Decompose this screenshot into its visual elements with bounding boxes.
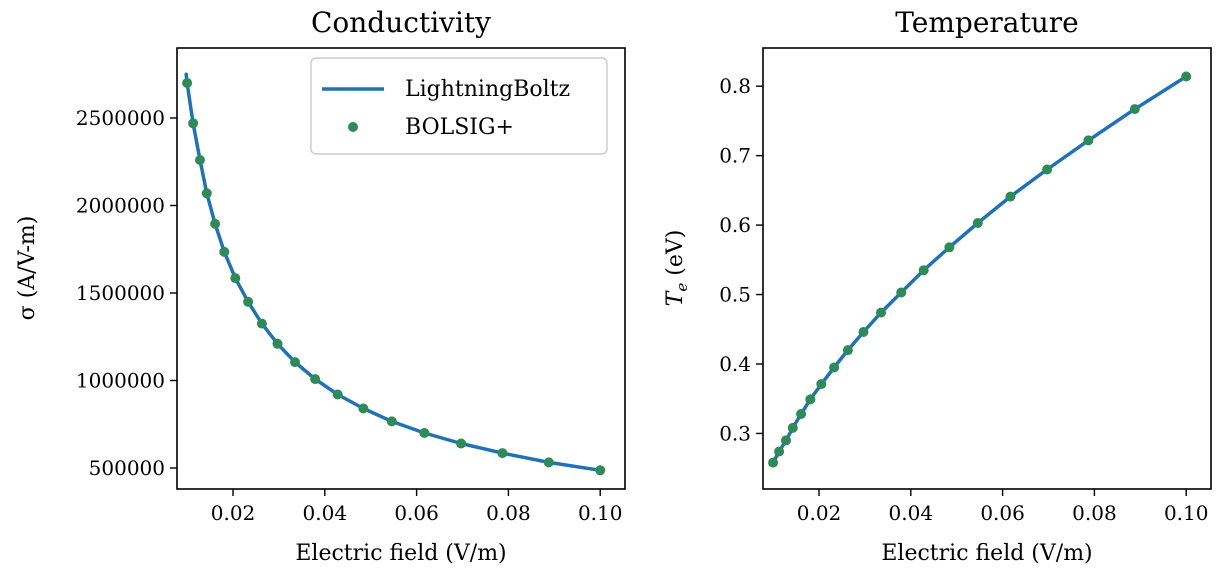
legend-marker-swatch bbox=[348, 122, 358, 132]
temperature-data-point-bolsig bbox=[1129, 104, 1140, 115]
conductivity-data-point-bolsig bbox=[595, 465, 606, 476]
conductivity-chart: Conductivity 0.02 0.04 0.06 0.08 0.10 500000… bbox=[15, 6, 626, 566]
temperature-y-tick-label: 0.6 bbox=[719, 213, 751, 237]
temperature-data-point-bolsig bbox=[768, 457, 779, 468]
temperature-data-point-bolsig bbox=[842, 345, 853, 356]
legend-label-bolsig: BOLSIG+ bbox=[405, 115, 514, 140]
conductivity-y-tick-label: 2500000 bbox=[76, 106, 165, 130]
conductivity-data-point-bolsig bbox=[182, 78, 193, 88]
temperature-y-label-main: T bbox=[663, 289, 688, 306]
temperature-data-point-bolsig bbox=[781, 435, 791, 446]
temperature-data-point-bolsig bbox=[876, 307, 886, 318]
temperature-data-point-bolsig bbox=[972, 218, 983, 228]
conductivity-y-axis-label: σ (A/V-m) bbox=[15, 216, 40, 321]
legend: LightningBoltz BOLSIG+ bbox=[310, 57, 608, 155]
temperature-data-point-bolsig bbox=[918, 265, 929, 276]
conductivity-x-tick-label: 0.06 bbox=[394, 501, 439, 525]
conductivity-plot-area bbox=[182, 72, 606, 476]
legend-box bbox=[310, 57, 608, 155]
conductivity-x-tick-label: 0.08 bbox=[486, 501, 531, 525]
temperature-y-tick-label: 0.7 bbox=[719, 144, 751, 168]
temperature-y-ticks: 0.3 0.4 0.5 0.6 0.7 0.8 bbox=[719, 74, 763, 445]
temperature-plot-area bbox=[768, 71, 1192, 468]
temperature-series-line-lightningboltz bbox=[771, 74, 1188, 465]
legend-label-lightningboltz: LightningBoltz bbox=[405, 77, 570, 102]
temperature-x-tick-label: 0.02 bbox=[797, 501, 842, 525]
temperature-data-point-bolsig bbox=[829, 362, 840, 373]
conductivity-y-tick-label: 1000000 bbox=[76, 369, 165, 393]
temperature-data-point-bolsig bbox=[896, 287, 907, 298]
conductivity-x-tick-label: 0.02 bbox=[211, 501, 256, 525]
temperature-data-point-bolsig bbox=[1042, 164, 1053, 175]
temperature-y-tick-label: 0.5 bbox=[719, 283, 751, 307]
temperature-data-point-bolsig bbox=[944, 242, 955, 253]
temperature-y-tick-label: 0.4 bbox=[719, 352, 751, 376]
temperature-data-point-bolsig bbox=[816, 379, 827, 390]
temperature-data-point-bolsig bbox=[774, 446, 785, 457]
conductivity-data-point-bolsig bbox=[543, 457, 554, 468]
temperature-x-ticks: 0.02 0.04 0.06 0.08 0.10 bbox=[797, 489, 1209, 525]
temperature-data-point-bolsig bbox=[858, 327, 869, 337]
conductivity-data-point-bolsig bbox=[219, 246, 230, 257]
temperature-y-tick-label: 0.3 bbox=[719, 421, 751, 445]
conductivity-data-point-bolsig bbox=[456, 438, 467, 449]
temperature-x-tick-label: 0.10 bbox=[1164, 501, 1209, 525]
temperature-axes-frame bbox=[762, 47, 1212, 490]
temperature-chart: Temperature 0.02 0.04 0.06 0.08 0.10 0.30.40… bbox=[663, 6, 1212, 566]
conductivity-data-point-bolsig bbox=[210, 218, 221, 229]
conductivity-data-point-bolsig bbox=[419, 428, 430, 438]
temperature-y-label-sub: e bbox=[673, 283, 691, 292]
conductivity-data-point-bolsig bbox=[272, 338, 283, 349]
conductivity-data-point-bolsig bbox=[310, 374, 321, 385]
conductivity-x-tick-label: 0.04 bbox=[303, 501, 348, 525]
conductivity-data-point-bolsig bbox=[230, 273, 241, 284]
conductivity-data-point-bolsig bbox=[201, 188, 212, 199]
conductivity-x-ticks: 0.02 0.04 0.06 0.08 0.10 bbox=[211, 489, 623, 525]
conductivity-data-point-bolsig bbox=[332, 389, 343, 400]
conductivity-data-point-bolsig bbox=[195, 155, 205, 165]
conductivity-data-point-bolsig bbox=[243, 296, 254, 307]
conductivity-data-point-bolsig bbox=[386, 416, 397, 427]
conductivity-y-tick-label: 1500000 bbox=[76, 281, 165, 305]
temperature-data-point-bolsig bbox=[1083, 135, 1094, 146]
conductivity-axes-frame bbox=[176, 47, 626, 490]
temperature-y-label-unit: (eV) bbox=[663, 230, 688, 283]
conductivity-x-tick-label: 0.10 bbox=[578, 501, 623, 525]
conductivity-data-point-bolsig bbox=[497, 448, 508, 459]
temperature-x-axis-label: Electric field (V/m) bbox=[881, 541, 1092, 566]
conductivity-y-tick-label: 2000000 bbox=[76, 194, 165, 218]
temperature-data-point-bolsig bbox=[1181, 71, 1192, 82]
temperature-x-tick-label: 0.04 bbox=[889, 501, 934, 525]
conductivity-data-point-bolsig bbox=[290, 357, 300, 368]
temperature-data-point-bolsig bbox=[1005, 191, 1016, 202]
conductivity-y-ticks: 500000 1000000 1500000 2000000 2500000 bbox=[76, 106, 177, 480]
temperature-title: Temperature bbox=[895, 6, 1078, 39]
conductivity-y-tick-label: 500000 bbox=[89, 456, 165, 480]
conductivity-x-axis-label: Electric field (V/m) bbox=[295, 541, 506, 566]
temperature-data-point-bolsig bbox=[805, 394, 816, 405]
temperature-y-axis-label: Te (eV) bbox=[663, 230, 691, 307]
conductivity-title: Conductivity bbox=[311, 6, 491, 39]
temperature-y-tick-label: 0.8 bbox=[719, 74, 751, 98]
conductivity-data-point-bolsig bbox=[188, 118, 199, 129]
temperature-x-tick-label: 0.08 bbox=[1072, 501, 1117, 525]
temperature-data-point-bolsig bbox=[796, 409, 807, 419]
conductivity-data-point-bolsig bbox=[256, 318, 267, 329]
temperature-data-point-bolsig bbox=[787, 422, 798, 433]
temperature-x-tick-label: 0.06 bbox=[980, 501, 1025, 525]
conductivity-data-point-bolsig bbox=[358, 403, 369, 414]
